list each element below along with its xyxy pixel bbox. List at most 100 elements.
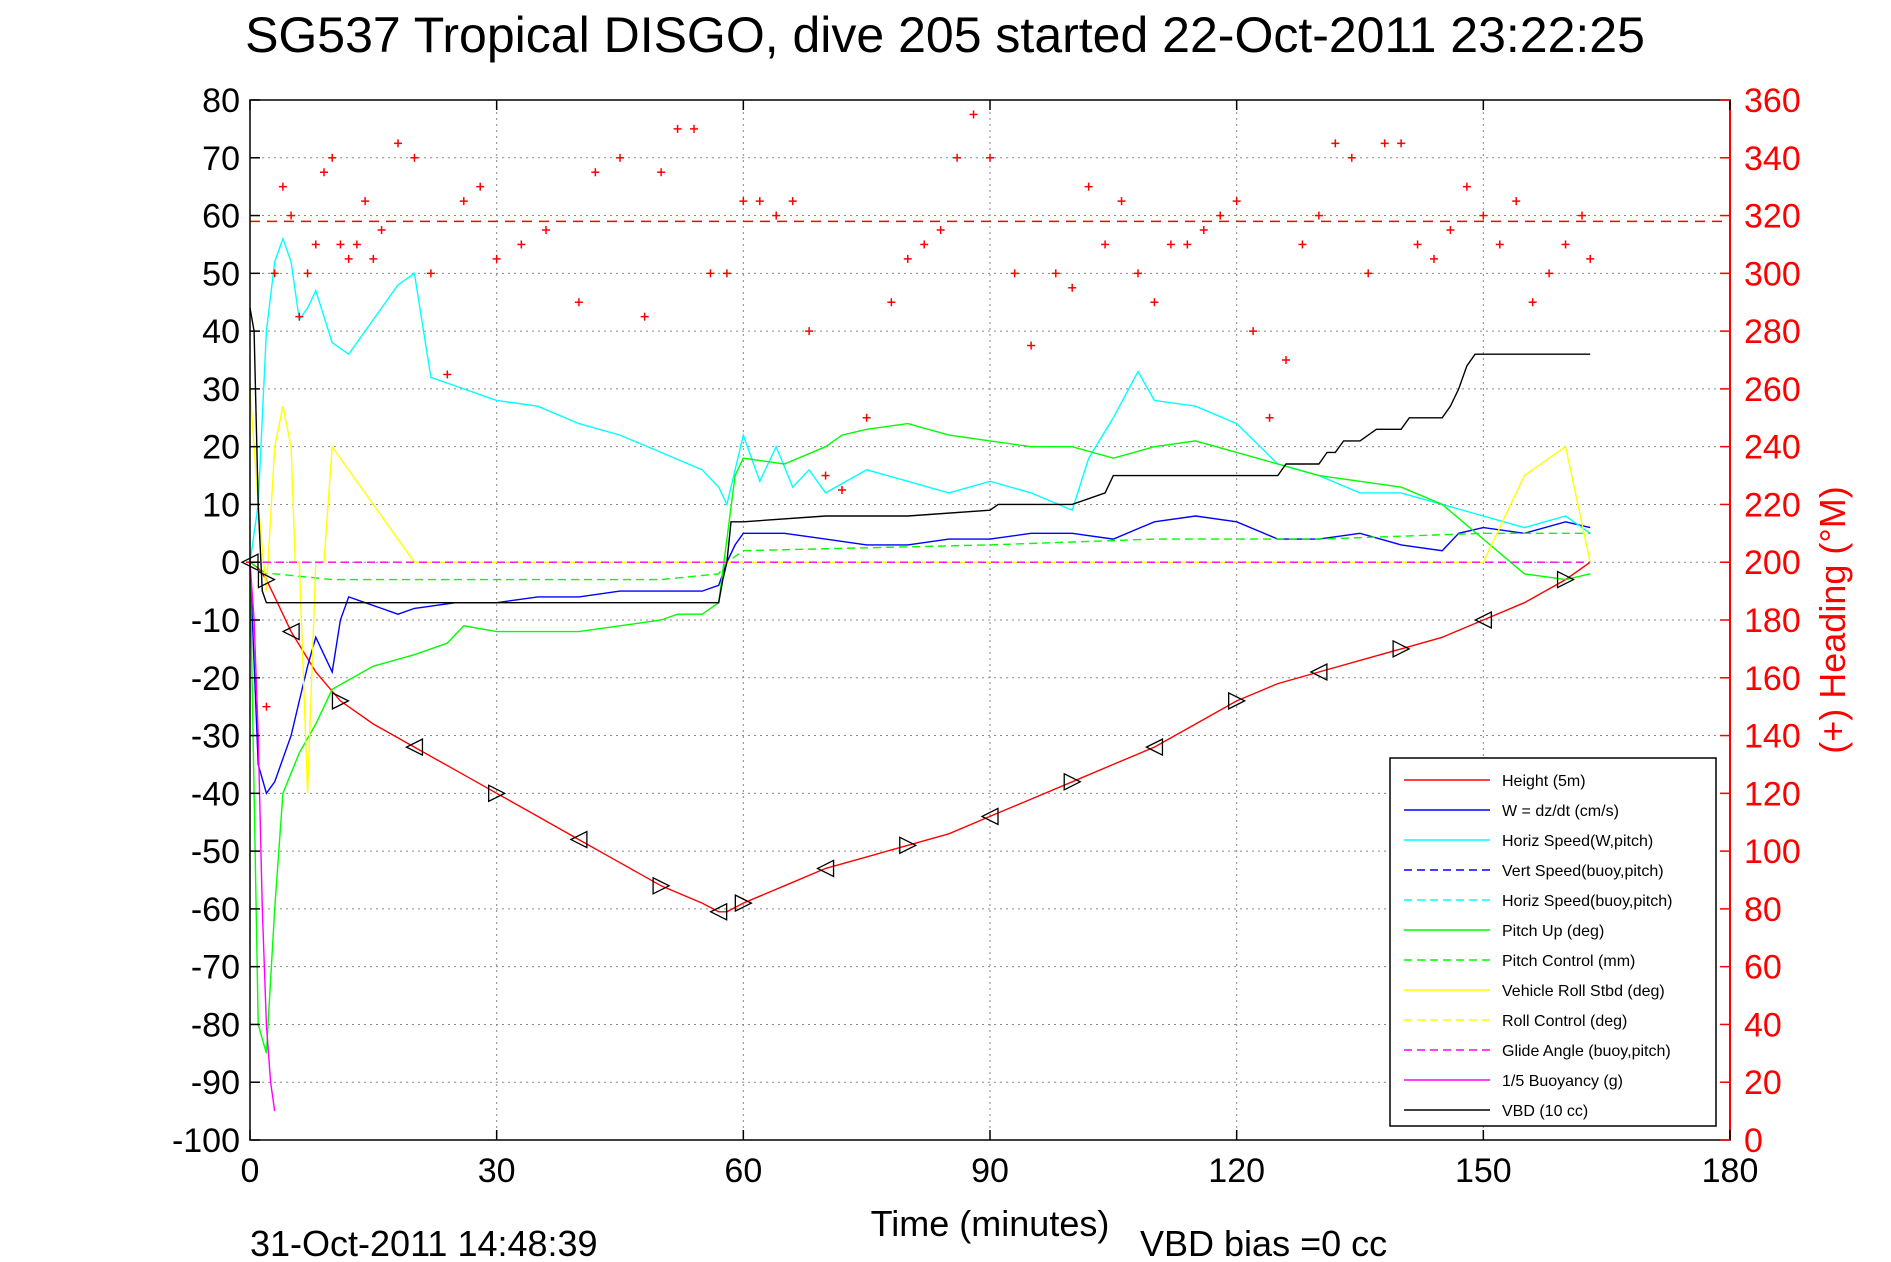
heading-point [1446, 226, 1455, 234]
heading-point [640, 312, 649, 321]
heading-point [1010, 269, 1019, 278]
heading-point [574, 298, 583, 307]
legend: Height (5m) W = dz/dt (cm/s) Horiz Speed(W… [1389, 757, 1717, 1127]
heading-point [476, 182, 485, 191]
heading-point [311, 240, 320, 249]
heading-point [278, 182, 287, 191]
heading-point [1298, 240, 1307, 249]
y2-tick-label: 280 [1744, 313, 1801, 351]
dive-marker [1228, 691, 1247, 710]
heading-point [1430, 254, 1438, 263]
heading-point [542, 226, 550, 234]
heading-point [1380, 139, 1389, 148]
y-tick-label: 20 [202, 429, 240, 467]
heading-point [1068, 283, 1077, 292]
x-axis-label: Time (minutes) [871, 1203, 1110, 1244]
heading-point [1364, 269, 1373, 278]
heading-point [352, 240, 361, 249]
chart-title: SG537 Tropical DISGO, dive 205 started 2… [245, 7, 1645, 63]
y2-tick-label: 100 [1744, 833, 1801, 871]
y2-tick-label: 220 [1744, 486, 1801, 524]
y-tick-label: 70 [202, 140, 240, 178]
y2-tick-label: 0 [1744, 1122, 1763, 1160]
heading-point [772, 211, 781, 220]
heading-point [953, 153, 962, 162]
dive-marker [1063, 772, 1082, 791]
heading-point [1397, 139, 1406, 148]
heading-point [1314, 211, 1323, 220]
heading-point [1479, 211, 1488, 220]
heading-point [1586, 254, 1595, 263]
dive-marker [709, 902, 728, 921]
series-line-6 [249, 532, 1591, 581]
heading-point [616, 153, 624, 162]
x-tick-label: 150 [1455, 1152, 1512, 1190]
grid [250, 100, 1730, 1140]
heading-point [492, 254, 501, 263]
heading-point [394, 139, 402, 148]
heading-point [410, 153, 419, 162]
heading-point [1101, 240, 1110, 249]
heading-point [303, 269, 312, 278]
heading-point [755, 197, 764, 206]
heading-point [517, 240, 526, 249]
heading-point [986, 153, 994, 162]
y-tick-label: -60 [191, 891, 240, 929]
dive-marker [331, 691, 350, 710]
heading-point [920, 240, 929, 249]
legend-label: Pitch Up (deg) [1502, 923, 1604, 940]
heading-point [1545, 269, 1554, 278]
heading-point [706, 269, 715, 278]
heading-point [1413, 240, 1422, 249]
heading-point [805, 327, 814, 336]
dive-marker [1144, 738, 1164, 757]
heading-point [1150, 298, 1159, 307]
heading-point [1578, 211, 1586, 220]
x-tick-label: 60 [724, 1152, 762, 1190]
y2-tick-label: 320 [1744, 198, 1801, 236]
y2-tick-label: 40 [1744, 1006, 1782, 1044]
y-tick-label: 0 [221, 544, 240, 582]
dive-marker [569, 830, 588, 849]
heading-point [1199, 226, 1208, 234]
dive-marker [652, 876, 671, 895]
heading-point [344, 254, 353, 263]
heading-point [426, 269, 435, 278]
heading-point [591, 168, 600, 177]
heading-point [739, 197, 748, 206]
y-tick-label: -70 [191, 949, 240, 987]
y-tick-label: -10 [191, 602, 240, 640]
heading-point [1528, 298, 1537, 307]
y-tick-label: 30 [202, 371, 240, 409]
heading-point [320, 168, 328, 177]
series-line-0 [249, 561, 1591, 913]
legend-label: Height (5m) [1502, 773, 1586, 790]
heading-point [1027, 341, 1036, 350]
heading-point [1183, 240, 1192, 249]
legend-label: Glide Angle (buoy,pitch) [1502, 1043, 1671, 1060]
x-tick-label: 0 [241, 1152, 260, 1190]
heading-point [673, 124, 682, 133]
heading-point [369, 254, 378, 263]
y2-tick-label: 260 [1744, 371, 1801, 409]
y-tick-label: -30 [191, 718, 240, 756]
heading-point [969, 110, 978, 119]
heading-point [1495, 240, 1504, 249]
heading-point [722, 269, 731, 278]
heading-point [1117, 197, 1126, 206]
heading-point [262, 702, 271, 711]
heading-point [821, 471, 830, 480]
y-ticks: 80 70 60 50 40 30 20 10 0 -10 -20 -30 -40 -50 -60 -70 -8… [172, 82, 260, 1160]
y-tick-label: 80 [202, 82, 240, 120]
dive-marker [1309, 662, 1328, 682]
heading-point [1331, 139, 1340, 148]
y-tick-label: 60 [202, 198, 240, 236]
heading-point [1134, 269, 1142, 278]
x-tick-label: 90 [971, 1152, 1009, 1190]
y2-tick-label: 60 [1744, 949, 1782, 987]
y2-tick-label: 80 [1744, 891, 1782, 929]
y2-tick-label: 140 [1744, 718, 1801, 756]
y2-tick-label: 360 [1744, 82, 1801, 120]
legend-label: 1/5 Buoyancy (g) [1502, 1073, 1623, 1090]
x-tick-label: 180 [1702, 1152, 1759, 1190]
